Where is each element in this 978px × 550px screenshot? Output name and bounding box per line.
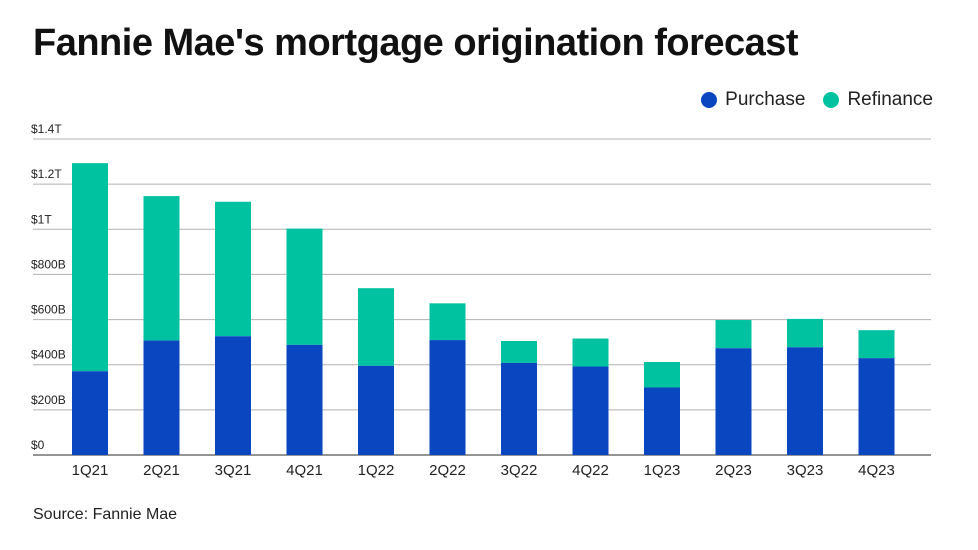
bar-purchase-3q22	[501, 362, 537, 455]
bar-refinance-3q21	[215, 201, 251, 337]
legend-purchase-label: Purchase	[725, 89, 806, 110]
x-tick-label-4q23: 4Q23	[858, 462, 895, 479]
bar-purchase-1q23	[644, 387, 680, 455]
legend-refinance-swatch	[823, 92, 840, 108]
y-tick-label-7: $1.4T	[31, 122, 62, 136]
x-tick-label-1q21: 1Q21	[72, 462, 109, 479]
y-tick-label-6: $1.2T	[31, 167, 62, 181]
bar-purchase-3q21	[215, 336, 251, 455]
y-tick-label-1: $200B	[31, 393, 66, 407]
bar-purchase-2q22	[429, 340, 466, 455]
y-tick-label-0: $0	[31, 438, 45, 452]
chart-title: Fannie Mae's mortgage origination foreca…	[33, 22, 799, 64]
bar-purchase-1q22	[358, 365, 394, 455]
x-tick-label-2q21: 2Q21	[143, 462, 180, 479]
legend-item-refinance: Refinance	[823, 89, 933, 111]
bar-purchase-1q21	[72, 371, 108, 455]
x-tick-label-4q22: 4Q22	[572, 462, 609, 479]
bar-purchase-3q23	[787, 347, 823, 455]
x-tick-label-2q23: 2Q23	[715, 462, 752, 479]
bar-refinance-4q23	[858, 330, 895, 359]
bar-refinance-2q21	[143, 196, 180, 341]
bar-purchase-4q22	[572, 366, 609, 455]
bar-purchase-2q23	[715, 348, 752, 455]
bar-refinance-1q23	[644, 362, 680, 388]
legend-item-purchase: Purchase	[701, 89, 805, 111]
bar-refinance-2q23	[715, 320, 752, 349]
x-tick-label-1q23: 1Q23	[644, 462, 681, 479]
legend-purchase-swatch	[701, 92, 718, 108]
bar-refinance-3q22	[501, 341, 537, 363]
bar-purchase-4q21	[286, 344, 323, 455]
bar-purchase-2q21	[143, 340, 180, 455]
bar-refinance-1q21	[72, 163, 108, 372]
y-tick-label-2: $400B	[31, 348, 66, 362]
x-tick-label-2q22: 2Q22	[429, 462, 466, 479]
bar-refinance-3q23	[787, 318, 823, 348]
y-tick-label-3: $600B	[31, 303, 66, 317]
x-tick-label-1q22: 1Q22	[358, 462, 395, 479]
bar-refinance-1q22	[358, 288, 394, 366]
y-tick-label-4: $800B	[31, 257, 66, 271]
bar-refinance-4q21	[286, 228, 323, 345]
bar-refinance-4q22	[572, 338, 609, 367]
bar-refinance-2q22	[429, 303, 466, 341]
legend-refinance-label: Refinance	[847, 89, 933, 110]
y-tick-label-5: $1T	[31, 212, 52, 226]
bar-purchase-4q23	[858, 358, 895, 455]
x-tick-label-4q21: 4Q21	[286, 462, 323, 479]
x-tick-label-3q22: 3Q22	[501, 462, 538, 479]
source-note: Source: Fannie Mae	[33, 506, 178, 523]
legend: Purchase Refinance	[701, 89, 933, 111]
x-tick-label-3q23: 3Q23	[787, 462, 824, 479]
x-tick-label-3q21: 3Q21	[215, 462, 252, 479]
